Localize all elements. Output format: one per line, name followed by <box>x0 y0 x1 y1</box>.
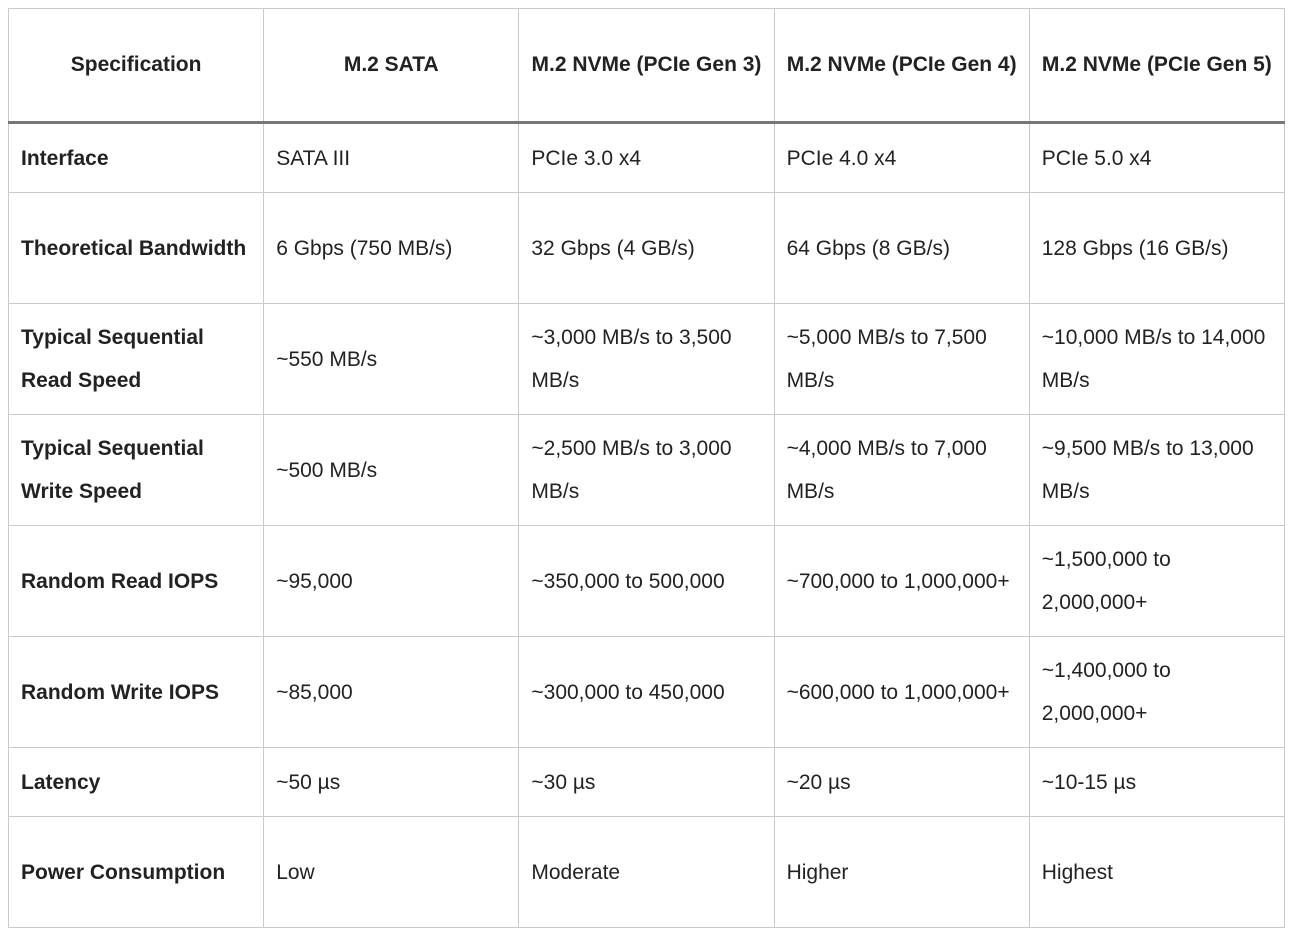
table-row: Power Consumption Low Moderate Higher Highes… <box>7 816 1286 928</box>
table-cell: ~700,000 to 1,000,000+ <box>773 525 1030 637</box>
table-cell: ~300,000 to 450,000 <box>518 636 775 748</box>
table-cell: Moderate <box>518 816 775 928</box>
header-cell: M.2 SATA <box>263 8 520 124</box>
table-row: Random Write IOPS ~85,000 ~300,000 to 450,… <box>7 636 1286 748</box>
table-cell: ~50 µs <box>263 747 520 817</box>
table-row: Theoretical Bandwidth 6 Gbps (750 MB/s) 32… <box>7 192 1286 304</box>
table-cell: ~600,000 to 1,000,000+ <box>773 636 1030 748</box>
row-label: Theoretical Bandwidth <box>7 192 265 304</box>
table-cell: PCIe 5.0 x4 <box>1028 122 1286 193</box>
table-cell: Highest <box>1028 816 1286 928</box>
table-cell: ~5,000 MB/s to 7,500 MB/s <box>773 303 1030 415</box>
table-cell: ~10-15 µs <box>1028 747 1286 817</box>
row-label: Typical Sequential Write Speed <box>7 414 265 526</box>
table-cell: ~1,400,000 to 2,000,000+ <box>1028 636 1286 748</box>
row-label: Power Consumption <box>7 816 265 928</box>
table-cell: 32 Gbps (4 GB/s) <box>518 192 775 304</box>
spec-table: Specification M.2 SATA M.2 NVMe (PCIe Gen … <box>7 8 1286 928</box>
table-cell: ~350,000 to 500,000 <box>518 525 775 637</box>
table-cell: ~550 MB/s <box>263 303 520 415</box>
table-cell: 128 Gbps (16 GB/s) <box>1028 192 1286 304</box>
table-cell: ~30 µs <box>518 747 775 817</box>
table-row: Latency ~50 µs ~30 µs ~20 µs ~10-15 µs <box>7 747 1286 817</box>
table-cell: ~500 MB/s <box>263 414 520 526</box>
table-cell: Higher <box>773 816 1030 928</box>
table-cell: ~2,500 MB/s to 3,000 MB/s <box>518 414 775 526</box>
table-cell: ~1,500,000 to 2,000,000+ <box>1028 525 1286 637</box>
table-cell: ~9,500 MB/s to 13,000 MB/s <box>1028 414 1286 526</box>
table-cell: ~4,000 MB/s to 7,000 MB/s <box>773 414 1030 526</box>
table-cell: ~3,000 MB/s to 3,500 MB/s <box>518 303 775 415</box>
table-cell: SATA III <box>263 122 520 193</box>
row-label: Random Write IOPS <box>7 636 265 748</box>
table-row: Typical Sequential Read Speed ~550 MB/s ~3… <box>7 303 1286 415</box>
table-cell: PCIe 3.0 x4 <box>518 122 775 193</box>
table-header: Specification M.2 SATA M.2 NVMe (PCIe Gen … <box>7 8 1286 124</box>
table-cell: Low <box>263 816 520 928</box>
table-cell: ~95,000 <box>263 525 520 637</box>
table-cell: PCIe 4.0 x4 <box>773 122 1030 193</box>
table-cell: ~85,000 <box>263 636 520 748</box>
table-cell: ~20 µs <box>773 747 1030 817</box>
header-cell: M.2 NVMe (PCIe Gen 3) <box>518 8 775 124</box>
table-row: Interface SATA III PCIe 3.0 x4 PCIe 4.0 x4 P… <box>7 122 1286 193</box>
table-cell: ~10,000 MB/s to 14,000 MB/s <box>1028 303 1286 415</box>
header-row: Specification M.2 SATA M.2 NVMe (PCIe Gen … <box>7 8 1286 124</box>
header-cell: M.2 NVMe (PCIe Gen 5) <box>1028 8 1286 124</box>
table-row: Typical Sequential Write Speed ~500 MB/s ~… <box>7 414 1286 526</box>
table-cell: 6 Gbps (750 MB/s) <box>263 192 520 304</box>
header-cell: M.2 NVMe (PCIe Gen 4) <box>773 8 1030 124</box>
row-label: Random Read IOPS <box>7 525 265 637</box>
table-cell: 64 Gbps (8 GB/s) <box>773 192 1030 304</box>
table-body: Interface SATA III PCIe 3.0 x4 PCIe 4.0 x4 P… <box>7 122 1286 928</box>
row-label: Interface <box>7 122 265 193</box>
row-label: Typical Sequential Read Speed <box>7 303 265 415</box>
row-label: Latency <box>7 747 265 817</box>
header-cell: Specification <box>7 8 265 124</box>
table-row: Random Read IOPS ~95,000 ~350,000 to 500,0… <box>7 525 1286 637</box>
